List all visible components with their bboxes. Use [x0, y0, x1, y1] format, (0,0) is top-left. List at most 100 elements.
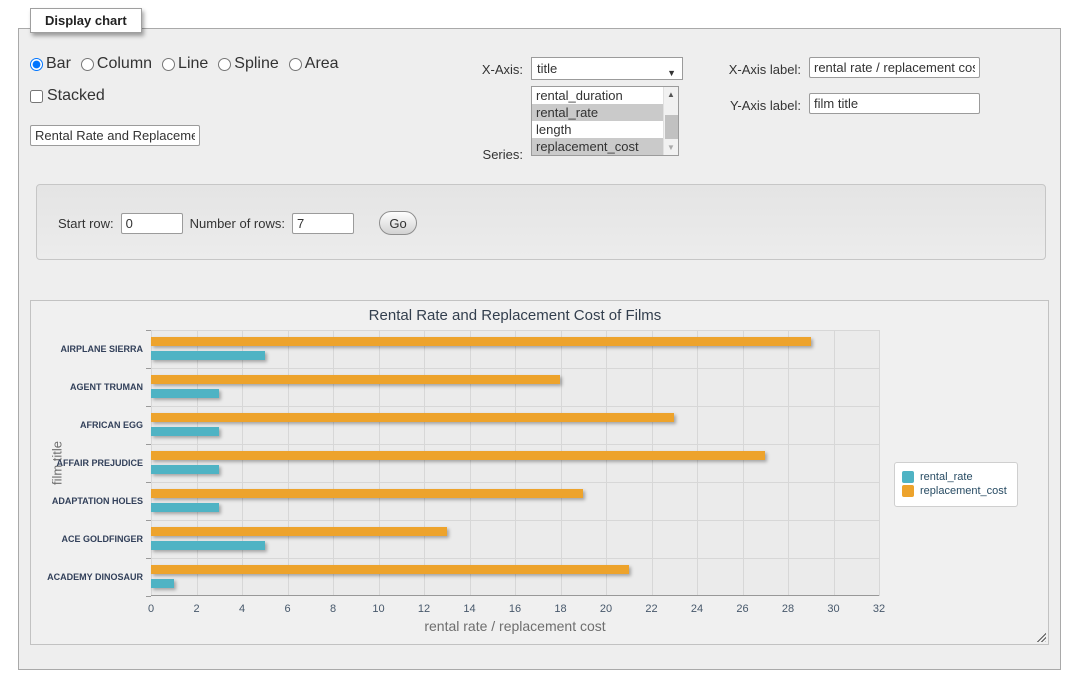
display-chart-fieldset: Display chart Bar Column Line Spline Are…	[18, 8, 1061, 670]
chevron-down-icon: ▼	[667, 68, 676, 78]
bar-replacement_cost	[151, 565, 629, 574]
y-axis-label-input[interactable]	[809, 93, 980, 114]
category-tick	[146, 558, 151, 559]
legend-item-replacement-cost[interactable]: replacement_cost	[902, 485, 1007, 497]
legend-label: replacement_cost	[920, 485, 1007, 497]
series-option-rental-rate[interactable]: rental_rate	[532, 104, 663, 121]
gridline-vertical	[469, 330, 471, 596]
legend-swatch	[902, 471, 914, 483]
series-option-rental-duration[interactable]: rental_duration	[536, 88, 623, 103]
series-option-length[interactable]: length	[536, 122, 572, 137]
x-tick-label: 28	[781, 603, 795, 615]
gridline-vertical	[879, 330, 880, 596]
x-axis-label-label: X-Axis label:	[728, 62, 801, 77]
x-tick-label: 2	[193, 603, 200, 615]
x-tick-label: 18	[554, 603, 567, 615]
gridline-vertical	[697, 330, 698, 596]
category-tick	[146, 596, 151, 597]
bar-rental_rate	[151, 389, 220, 398]
bar-rental_rate	[151, 541, 265, 550]
x-axis-select-label: X-Axis:	[481, 62, 523, 77]
bar-replacement_cost	[151, 337, 811, 346]
num-rows-input[interactable]	[292, 212, 354, 234]
x-tick-label: 0	[147, 603, 155, 615]
bar-rental_rate	[151, 427, 220, 436]
legend-swatch	[902, 485, 914, 497]
category-label: AFRICAN EGG	[80, 420, 143, 430]
bar-replacement_cost	[151, 375, 561, 384]
start-row-input[interactable]	[120, 212, 183, 234]
gridline-horizontal	[151, 482, 879, 483]
chart-type-radio-group: Bar Column Line Spline Area	[30, 55, 345, 73]
gridline-horizontal	[151, 406, 879, 407]
bar-rental_rate	[151, 503, 220, 512]
resize-handle-icon[interactable]	[1035, 631, 1046, 642]
series-list-label: Series:	[482, 147, 523, 162]
bar-replacement_cost	[151, 413, 675, 422]
radio-line-label: Line	[178, 55, 209, 72]
category-tick	[146, 406, 151, 407]
y-axis-label-label: Y-Axis label:	[729, 98, 801, 113]
x-tick-label: 20	[599, 603, 613, 615]
series-option-replacement-cost[interactable]: replacement_cost	[532, 138, 663, 155]
gridline-vertical	[788, 330, 789, 596]
x-tick-label: 14	[463, 603, 476, 615]
stacked-label: Stacked	[47, 87, 105, 104]
fieldset-legend: Display chart	[30, 8, 142, 33]
gridline-vertical	[287, 330, 289, 596]
category-label: AFFAIR PREJUDICE	[56, 458, 143, 468]
category-tick	[146, 444, 151, 445]
gridline-vertical	[515, 330, 516, 596]
x-tick-label: 8	[329, 603, 337, 615]
x-axis-label-input[interactable]	[809, 57, 980, 78]
scroll-down-icon[interactable]: ▼	[664, 140, 678, 155]
radio-spline-label: Spline	[234, 55, 279, 72]
x-axis-line	[151, 595, 879, 596]
radio-area-label: Area	[304, 55, 339, 72]
gridline-horizontal	[151, 520, 879, 521]
x-tick-label: 4	[238, 603, 246, 615]
category-label: AGENT TRUMAN	[70, 382, 143, 392]
scrollbar-thumb[interactable]	[665, 115, 678, 139]
radio-area[interactable]	[288, 57, 302, 71]
bar-replacement_cost	[151, 451, 766, 460]
series-options: rental_duration rental_rate length repla…	[532, 87, 663, 155]
chart-title: Rental Rate and Replacement Cost of Film…	[368, 307, 662, 324]
radio-column[interactable]	[80, 57, 94, 71]
x-tick-label: 10	[372, 603, 385, 615]
legend-label: rental_rate	[920, 471, 973, 483]
stacked-row: Stacked	[30, 87, 105, 105]
x-tick-label: 32	[872, 603, 886, 615]
stacked-checkbox[interactable]	[30, 89, 43, 103]
plot-area	[151, 330, 880, 596]
radio-bar[interactable]	[30, 57, 43, 71]
category-tick	[146, 482, 151, 483]
chart-title-input[interactable]	[30, 125, 200, 146]
bar-rental_rate	[151, 351, 265, 360]
bar-rental_rate	[151, 579, 174, 588]
bar-replacement_cost	[151, 527, 447, 536]
gridline-horizontal	[151, 444, 879, 445]
category-tick	[146, 520, 151, 521]
category-tick	[146, 330, 151, 331]
gridline-vertical	[742, 330, 744, 596]
x-tick-label: 30	[827, 603, 840, 615]
go-button[interactable]: Go	[379, 211, 417, 235]
x-tick-label: 24	[690, 603, 704, 615]
x-tick-label: 6	[284, 603, 291, 615]
chart-canvas: Rental Rate and Replacement Cost of Film…	[30, 300, 1049, 645]
scroll-up-icon[interactable]: ▲	[664, 87, 678, 102]
category-label: ACE GOLDFINGER	[61, 534, 143, 544]
x-axis-select[interactable]: title ▼	[531, 57, 683, 80]
radio-spline[interactable]	[218, 57, 232, 71]
gridline-vertical	[424, 330, 425, 596]
x-axis-title: rental rate / replacement cost	[424, 618, 606, 634]
radio-bar-label: Bar	[46, 55, 71, 72]
series-listbox: rental_duration rental_rate length repla…	[531, 86, 679, 156]
listbox-scrollbar[interactable]: ▲ ▼	[663, 87, 678, 155]
x-tick-label: 26	[736, 603, 749, 615]
chart-legend: rental_rate replacement_cost	[894, 462, 1018, 507]
gridline-vertical	[560, 330, 562, 596]
radio-line[interactable]	[162, 57, 176, 71]
legend-item-rental-rate[interactable]: rental_rate	[902, 471, 1007, 483]
